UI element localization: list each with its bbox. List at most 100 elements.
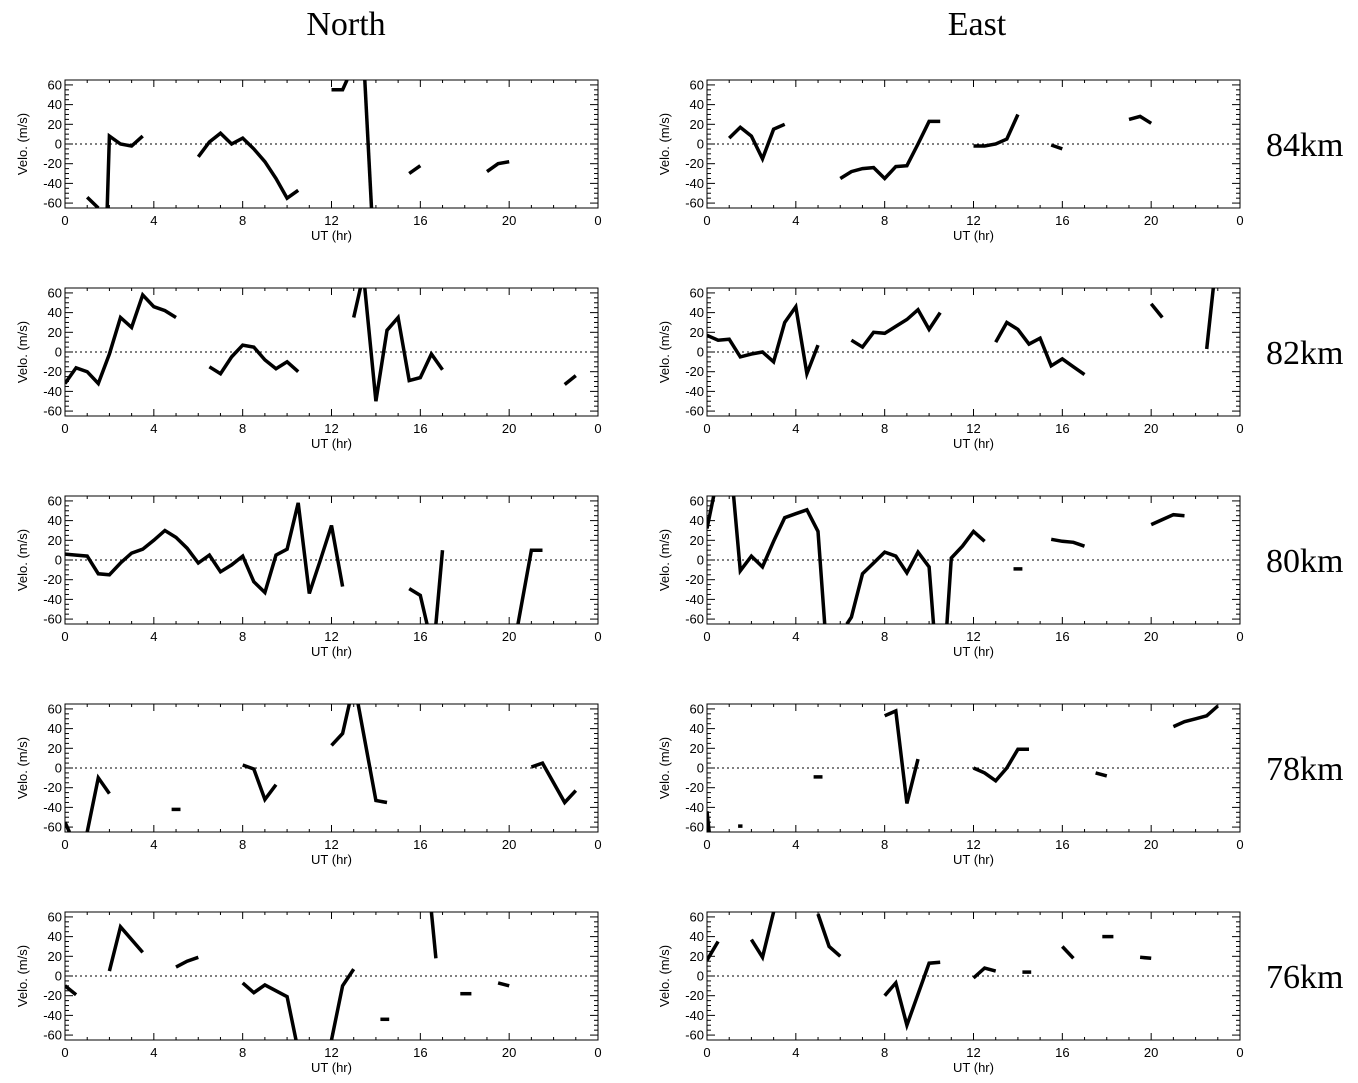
x-tick-label: 16	[1055, 629, 1069, 644]
panel-east-84km: 0 4 8 12 16 20 0 -60 -40 -20 0 20 40 60 UT (hr) Velo. (…	[657, 77, 1244, 243]
series-line	[1095, 771, 1108, 778]
series-group	[727, 113, 1153, 182]
y-axis-label: Velo. (m/s)	[657, 945, 672, 1007]
x-tick-label: 0	[594, 1045, 601, 1060]
x-tick-label: 12	[324, 837, 338, 852]
series-line	[816, 913, 842, 958]
x-axis-label: UT (hr)	[311, 1060, 352, 1075]
y-tick-label: -60	[43, 404, 62, 419]
y-axis-label: Velo. (m/s)	[657, 113, 672, 175]
x-tick-label: 0	[703, 421, 710, 436]
y-axis-label: Velo. (m/s)	[15, 737, 30, 799]
y-tick-label: 20	[690, 325, 704, 340]
y-tick-label: -20	[685, 780, 704, 795]
y-tick-label: 60	[690, 77, 704, 92]
x-tick-label: 12	[324, 1045, 338, 1060]
y-axis-label: Velo. (m/s)	[15, 529, 30, 591]
series-line	[945, 528, 986, 624]
x-tick-label: 12	[324, 213, 338, 228]
x-tick-label: 16	[413, 421, 427, 436]
series-line	[65, 502, 345, 596]
series-line	[1128, 114, 1153, 125]
x-tick-label: 0	[1236, 213, 1243, 228]
series-line	[85, 195, 100, 208]
y-tick-label: 0	[697, 761, 704, 776]
x-tick-label: 16	[1055, 421, 1069, 436]
x-tick-label: 0	[61, 421, 68, 436]
x-tick-label: 0	[594, 213, 601, 228]
series-group	[707, 496, 1185, 624]
x-axis-label: UT (hr)	[953, 852, 994, 867]
x-tick-label: 0	[61, 1045, 68, 1060]
x-tick-label: 16	[413, 1045, 427, 1060]
y-tick-label: -40	[43, 176, 62, 191]
series-line	[105, 132, 144, 208]
x-axis-label: UT (hr)	[311, 852, 352, 867]
series-line	[408, 587, 429, 624]
series-line	[994, 320, 1086, 377]
x-tick-label: 12	[324, 421, 338, 436]
y-tick-label: -60	[685, 404, 704, 419]
x-tick-label: 12	[966, 837, 980, 852]
y-tick-label: 60	[48, 701, 62, 716]
y-axis-label: Velo. (m/s)	[657, 529, 672, 591]
x-tick-label: 8	[881, 1045, 888, 1060]
series-line	[65, 291, 177, 387]
y-tick-label: 20	[690, 949, 704, 964]
y-tick-label: 40	[48, 305, 62, 320]
series-line	[429, 912, 438, 959]
x-tick-label: 0	[703, 629, 710, 644]
y-tick-label: 20	[48, 533, 62, 548]
series-line	[1050, 537, 1086, 548]
panel-north-84km: 0 4 8 12 16 20 0 -60 -40 -20 0 20 40 60 UT (hr) Velo. (…	[15, 77, 602, 243]
series-group	[65, 288, 577, 402]
altitude-label-84km: 84km	[1266, 127, 1344, 164]
y-tick-label: 40	[48, 721, 62, 736]
y-tick-label: -20	[685, 572, 704, 587]
series-line	[731, 496, 827, 624]
y-tick-label: -40	[685, 592, 704, 607]
y-tick-label: -40	[685, 800, 704, 815]
y-tick-label: 0	[55, 969, 62, 984]
x-tick-label: 0	[703, 213, 710, 228]
series-line	[351, 288, 363, 318]
x-tick-label: 8	[239, 837, 246, 852]
series-line	[329, 968, 356, 1040]
x-tick-label: 8	[239, 421, 246, 436]
series-line	[434, 550, 445, 624]
altitude-label-76km: 76km	[1266, 959, 1344, 996]
y-tick-label: -40	[43, 800, 62, 815]
series-line	[850, 306, 942, 350]
x-tick-label: 0	[61, 837, 68, 852]
y-tick-label: 0	[697, 137, 704, 152]
series-line	[408, 164, 422, 175]
series-line	[363, 288, 444, 402]
y-axis-label: Velo. (m/s)	[15, 945, 30, 1007]
x-tick-label: 0	[703, 837, 710, 852]
y-tick-label: 20	[48, 117, 62, 132]
y-tick-label: 20	[690, 533, 704, 548]
x-axis-label: UT (hr)	[953, 436, 994, 451]
x-tick-label: 16	[413, 213, 427, 228]
altitude-label-78km: 78km	[1266, 751, 1344, 788]
x-tick-label: 0	[1236, 837, 1243, 852]
y-tick-label: 0	[55, 137, 62, 152]
y-tick-label: -20	[685, 988, 704, 1003]
x-tick-label: 0	[594, 421, 601, 436]
y-tick-label: 40	[48, 513, 62, 528]
panel-north-80km: 0 4 8 12 16 20 0 -60 -40 -20 0 20 40 60 UT (hr) Velo. (…	[15, 493, 602, 659]
y-tick-label: 0	[697, 553, 704, 568]
y-tick-label: 60	[48, 77, 62, 92]
series-line	[973, 113, 1020, 148]
y-tick-label: 60	[690, 493, 704, 508]
y-tick-label: 0	[55, 553, 62, 568]
y-tick-label: -60	[43, 196, 62, 211]
panel-east-82km: 0 4 8 12 16 20 0 -60 -40 -20 0 20 40 60 UT (hr) Velo. (…	[657, 285, 1244, 451]
series-line	[208, 343, 300, 377]
panel-east-76km: 0 4 8 12 16 20 0 -60 -40 -20 0 20 40 60 UT (hr) Velo. (…	[657, 909, 1244, 1075]
series-line	[85, 773, 111, 832]
series-group	[65, 502, 543, 624]
x-tick-label: 16	[1055, 837, 1069, 852]
x-axis-label: UT (hr)	[953, 1060, 994, 1075]
x-tick-label: 8	[881, 421, 888, 436]
